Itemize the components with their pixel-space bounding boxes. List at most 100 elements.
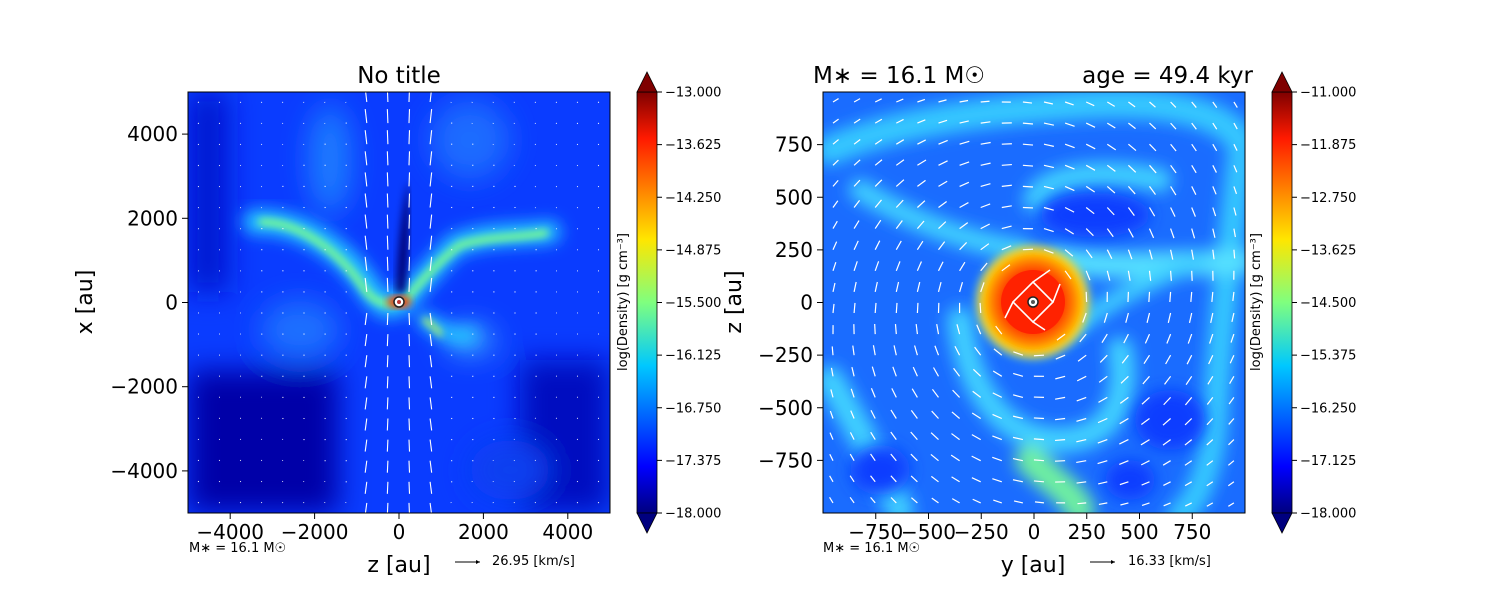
velocity-arrow	[364, 334, 368, 347]
velocity-arrow	[429, 235, 433, 250]
velocity-arrow	[1106, 228, 1114, 238]
velocity-arrow	[951, 433, 960, 441]
velocity-arrow	[829, 410, 834, 419]
x-tick-label: −250	[954, 520, 1009, 544]
velocity-arrow	[1106, 249, 1113, 260]
velocity-arrow	[429, 439, 433, 452]
velocity-arrow	[893, 345, 897, 356]
velocity-arrow	[954, 345, 961, 356]
velocity-arrow	[260, 480, 263, 483]
velocity-arrow	[959, 222, 969, 230]
velocity-arrow	[1076, 460, 1087, 464]
velocity-arrow	[870, 496, 876, 504]
velocity-arrow	[910, 475, 918, 483]
velocity-arrow	[1162, 460, 1171, 466]
velocity-arrow	[1233, 228, 1236, 238]
x-axis-ticks-1: −4000 −2000 0 2000 4000	[196, 513, 593, 544]
velocity-arrow	[1033, 417, 1045, 420]
velocity-arrow	[1191, 101, 1197, 108]
velocity-arrow	[1119, 396, 1129, 404]
velocity-arrow	[980, 223, 990, 230]
y-tick-label: 4000	[127, 122, 178, 146]
velocity-arrow	[1013, 500, 1024, 504]
velocity-arrow	[912, 366, 918, 377]
velocity-arrow	[896, 118, 904, 124]
velocity-arrow	[1170, 101, 1177, 108]
velocity-arrow	[1054, 439, 1066, 442]
velocity-arrow	[365, 92, 368, 103]
velocity-arrow	[1141, 396, 1150, 405]
x-axis-label-1: z [au]	[367, 553, 430, 578]
velocity-arrow	[871, 366, 876, 377]
velocity-arrow	[980, 282, 985, 293]
velocity-arrow	[1098, 396, 1108, 403]
velocity-arrow	[951, 498, 960, 504]
velocity-arrow	[1012, 436, 1024, 441]
velocity-arrow	[959, 140, 970, 145]
velocity-arrow	[1076, 417, 1087, 422]
velocity-arrow	[832, 303, 835, 314]
velocity-arrow	[1170, 228, 1175, 239]
x-tick-label: 750	[1173, 520, 1211, 544]
velocity-arrow	[260, 501, 263, 504]
velocity-arrow	[534, 480, 536, 483]
velocity-arrow	[1012, 457, 1024, 462]
colorbar-tick-label: −15.375	[1300, 349, 1356, 364]
velocity-arrow	[597, 501, 600, 504]
velocity-arrow	[1064, 101, 1074, 106]
velocity-arrow	[408, 334, 411, 347]
velocity-arrow	[831, 346, 834, 356]
velocity-arrow	[938, 201, 947, 208]
velocity-arrow	[1043, 143, 1055, 147]
velocity-arrow	[992, 413, 1003, 420]
velocity-arrow	[1207, 375, 1214, 385]
velocity-arrow	[408, 172, 411, 187]
velocity-arrow	[364, 151, 368, 166]
x-tick-label: 4000	[542, 520, 593, 544]
x-tick-label: 0	[393, 520, 406, 544]
velocity-arrow	[911, 497, 918, 504]
velocity-arrow	[850, 388, 855, 398]
velocity-arrow	[1228, 418, 1235, 425]
velocity-arrow	[364, 460, 368, 473]
velocity-arrow	[1170, 186, 1177, 196]
velocity-arrow	[386, 439, 389, 452]
x-tick-label: 250	[1068, 520, 1106, 544]
velocity-arrow	[1170, 207, 1176, 217]
velocity-arrow	[853, 302, 856, 314]
velocity-arrow	[832, 241, 838, 250]
colorbar-tick-label: −11.000	[1300, 86, 1356, 101]
velocity-arrow	[1209, 333, 1214, 344]
velocity-arrow	[364, 256, 368, 271]
velocity-arrow	[386, 235, 389, 250]
velocity-arrow	[1191, 207, 1196, 217]
velocity-arrow	[239, 480, 242, 483]
velocity-arrow	[1212, 228, 1216, 238]
velocity-arrow	[938, 99, 947, 103]
velocity-arrow	[1127, 185, 1136, 195]
y-axis-ticks-1: −4000 −2000 0 2000 4000	[110, 122, 188, 483]
velocity-arrow	[597, 101, 600, 104]
y-tick-label: −500	[758, 396, 813, 420]
velocity-arrow	[832, 220, 838, 229]
velocity-arrow	[1119, 481, 1129, 486]
velocity-arrow	[1212, 186, 1217, 195]
velocity-arrow	[1206, 397, 1214, 405]
velocity-arrow	[1162, 439, 1171, 446]
velocity-arrow	[1163, 396, 1172, 406]
velocity-arrow	[1055, 354, 1066, 360]
velocity-arrow	[364, 193, 368, 208]
velocity-arrow	[895, 281, 900, 293]
velocity-arrow	[386, 376, 389, 389]
velocity-arrow	[1056, 333, 1066, 341]
velocity-arrow	[959, 120, 969, 124]
velocity-arrow	[429, 460, 433, 473]
velocity-arrow	[1143, 354, 1151, 365]
velocity-arrow	[974, 346, 982, 356]
velocity-field-2	[829, 98, 1238, 507]
velocity-arrow	[1033, 459, 1045, 462]
velocity-arrow	[851, 367, 855, 377]
velocity-arrow	[1043, 228, 1054, 233]
quiver-key-label-1: 26.95 [km/s]	[492, 554, 575, 569]
velocity-arrow	[832, 262, 837, 271]
